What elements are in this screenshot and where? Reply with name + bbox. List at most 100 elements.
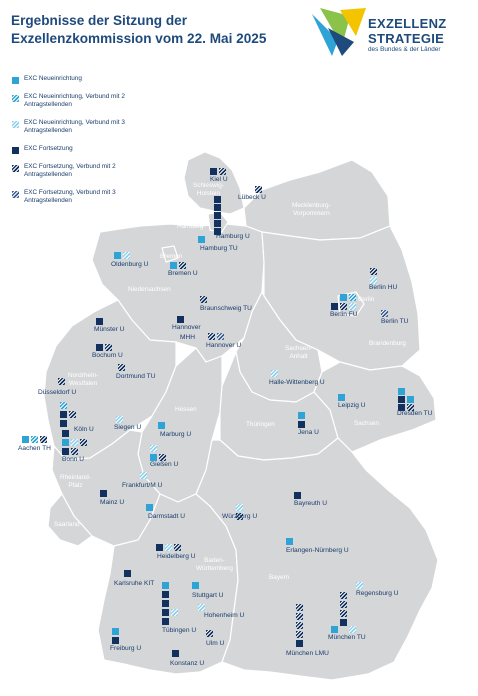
legend-swatch-new-two (12, 95, 19, 102)
marker-aachen (40, 436, 47, 443)
region-bremen: Bremen (160, 253, 183, 260)
marker-regensburg (356, 582, 363, 589)
legend-label: EXC Fortsetzung, Verbund mit 3 Antragste… (24, 189, 116, 204)
marker-muenchen-lmu (296, 640, 303, 647)
title-line-1: Ergebnisse der Sitzung der (11, 13, 188, 28)
marker-luebeck (255, 186, 262, 193)
state-bayern (195, 437, 439, 681)
legend-item: EXC Neueinrichtung, Verbund mit 3 Antrag… (12, 119, 162, 139)
marker-muenchen-lmu (296, 622, 303, 629)
marker-muenchen-lmu (296, 604, 303, 611)
city-karlsruhe: Karlsruhe KIT (114, 580, 155, 587)
marker-koeln (69, 411, 76, 418)
marker-bochum (96, 344, 103, 351)
marker-bonn (62, 448, 69, 455)
city-oldenburg: Oldenburg U (111, 261, 149, 268)
marker-muenchen-tu (331, 626, 338, 633)
city-hohenheim: Hohenheim U (204, 612, 245, 619)
legend-item: EXC Neueinrichtung, Verbund mit 2 Antrag… (12, 93, 162, 113)
marker-hannover-u (208, 333, 215, 340)
city-erlangen: Erlangen-Nürnberg U (286, 547, 349, 554)
legend-label: EXC Fortsetzung (24, 145, 73, 152)
marker-heidelberg (156, 544, 163, 551)
city-konstanz: Konstanz U (170, 660, 205, 667)
city-muenchen-tu: München TU (328, 634, 366, 641)
marker-bochum (105, 344, 112, 351)
marker-freiburg (112, 637, 119, 644)
logo-subtitle: des Bundes & der Länder (368, 46, 441, 53)
marker-oldenburg (123, 252, 130, 259)
marker-hannover (177, 316, 184, 323)
legend-swatch-continue-three (12, 191, 19, 198)
city-darmstadt: Darmstadt U (148, 513, 186, 520)
marker-siegen (116, 416, 123, 423)
marker-konstanz (172, 650, 179, 657)
marker-tuebingen (171, 609, 178, 616)
marker-hamburg (214, 204, 221, 211)
region-hamburg: Hamburg (177, 223, 204, 230)
marker-hamburg-tu (198, 236, 205, 243)
marker-tuebingen (162, 609, 169, 616)
legend-label: EXC Neueinrichtung, Verbund mit 3 Antrag… (24, 119, 125, 134)
city-leipzig: Leipzig U (338, 402, 366, 409)
region-sachsen-anhalt: Sachsen- Anhalt (285, 345, 312, 360)
legend-item: EXC Neueinrichtung (12, 75, 162, 87)
legend-swatch-continue-single (12, 147, 19, 154)
city-marburg: Marburg U (160, 431, 192, 438)
marker-berlin-fu (349, 303, 356, 310)
legend: EXC Neueinrichtung EXC Neueinrichtung, V… (12, 75, 162, 215)
region-berlin: Berlin (358, 296, 375, 303)
marker-bremen (179, 262, 186, 269)
city-aachen: Aachen TH (18, 445, 51, 452)
title-line-2: Exzellenzkommission vom 22. Mai 2025 (11, 31, 267, 46)
city-tuebingen: Tübingen U (162, 627, 197, 634)
city-bochum: Bochum U (92, 352, 123, 359)
city-dortmund: Dortmund TU (116, 373, 156, 380)
marker-oldenburg (114, 252, 121, 259)
marker-berlin-fu (340, 294, 347, 301)
logo-mark-icon (312, 8, 366, 56)
state-bremen (161, 245, 179, 263)
city-bremen: Bremen U (168, 270, 198, 277)
marker-muenchen-tu (340, 601, 347, 608)
marker-kiel (219, 168, 226, 175)
city-hannover: Hannover (172, 324, 201, 331)
logo-line-2: STRATEGIE (368, 31, 445, 46)
city-duesseldorf: Düsseldorf U (38, 389, 77, 396)
marker-ulm (206, 630, 213, 637)
marker-hamburg (214, 196, 221, 203)
region-brandenburg: Brandenburg (369, 340, 406, 347)
marker-duesseldorf (58, 378, 65, 385)
legend-item: EXC Fortsetzung, Verbund mit 2 Antragste… (12, 163, 162, 183)
region-nordrhein-westfalen: Nordrhein- Westfalen (68, 372, 99, 387)
marker-berlin-fu (331, 303, 338, 310)
state-schleswig-holstein (183, 151, 245, 215)
region-thueringen: Thüringen (246, 421, 275, 428)
city-muenchen-lmu: München LMU (286, 650, 329, 657)
marker-berlin-fu (349, 294, 356, 301)
city-hamburg-u: Hamburg U (216, 233, 250, 240)
marker-berlin-hu (370, 277, 377, 284)
marker-berlin-tu (381, 310, 388, 317)
marker-aachen (22, 436, 29, 443)
marker-dresden (407, 404, 414, 411)
marker-dresden (398, 404, 405, 411)
city-dresden: Dresden TU (397, 410, 433, 417)
state-saarland (47, 493, 93, 547)
marker-muenchen-lmu (296, 631, 303, 638)
city-berlin-hu: Berlin HU (369, 284, 398, 291)
marker-hamburg (214, 212, 221, 219)
legend-label: EXC Fortsetzung, Verbund mit 2 Antragste… (24, 163, 116, 178)
city-koeln: Köln U (74, 426, 94, 433)
city-bayreuth: Bayreuth U (294, 500, 327, 507)
region-bayern: Bayern (269, 574, 290, 581)
marker-freiburg (112, 628, 119, 635)
legend-swatch-new-single (12, 77, 19, 84)
city-bonn: Bonn U (62, 456, 84, 463)
region-sachsen: Sachsen (354, 420, 379, 427)
city-halle: Halle-Wittenberg U (269, 379, 325, 386)
marker-karlsruhe (124, 570, 131, 577)
marker-heidelberg (165, 544, 172, 551)
marker-wuerzburg (236, 504, 243, 511)
